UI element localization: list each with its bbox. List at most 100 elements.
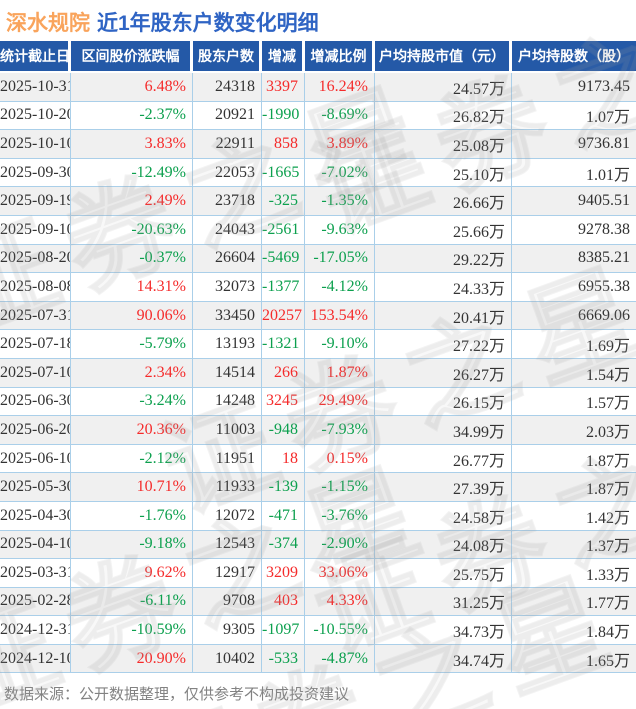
cell-delta-pct: -3.76% — [305, 501, 375, 531]
table-row: 2024-12-10 20.90% 10402 -533 -4.87% 34.74万 1.6… — [0, 644, 636, 674]
cell-avg-value: 26.82万 — [375, 101, 512, 131]
cell-delta: -533 — [262, 644, 305, 674]
cell-price-change: -12.49% — [71, 158, 193, 188]
cell-delta: -139 — [262, 473, 305, 502]
cell-date: 2025-09-30 — [0, 158, 71, 188]
cell-avg-shares: 2.03万 — [512, 416, 636, 445]
cell-avg-shares: 1.87万 — [512, 444, 636, 474]
header-row: 统计截止日 区间股价涨跌幅 股东户数 增减 增减比例 户均持股市值（元） 户均持股数（股） — [0, 41, 636, 73]
table-header: 统计截止日 区间股价涨跌幅 股东户数 增减 增减比例 户均持股市值（元） 户均持股数（股） — [0, 41, 636, 73]
cell-delta-pct: -7.93% — [305, 416, 375, 445]
column-header-7: 户均持股数（股） — [512, 41, 636, 73]
cell-avg-value: 24.57万 — [375, 73, 512, 102]
cell-avg-shares: 1.33万 — [512, 559, 636, 588]
cell-delta: 3397 — [262, 73, 305, 102]
cell-holders: 20921 — [193, 101, 262, 131]
cell-avg-shares: 1.54万 — [512, 358, 636, 388]
cell-price-change: 3.83% — [71, 130, 193, 159]
cell-holders: 26604 — [193, 244, 262, 274]
cell-avg-value: 26.66万 — [375, 187, 512, 216]
cell-delta: -2561 — [262, 215, 305, 245]
table-row: 2025-07-10 2.34% 14514 266 1.87% 26.27万 1.54万 — [0, 358, 636, 388]
cell-delta-pct: -9.63% — [305, 215, 375, 245]
table-row: 2025-09-10 -20.63% 24043 -2561 -9.63% 25.66万 9… — [0, 215, 636, 245]
table-row: 2025-08-20 -0.37% 26604 -5469 -17.05% 29.22万 8… — [0, 244, 636, 274]
cell-price-change: 9.62% — [71, 559, 193, 588]
cell-avg-value: 27.39万 — [375, 473, 512, 502]
page-title: 深水规院 近1年股东户数变化明细 — [6, 7, 319, 37]
cell-price-change: -6.11% — [71, 587, 193, 617]
cell-holders: 12917 — [193, 559, 262, 588]
cell-delta-pct: -4.87% — [305, 644, 375, 674]
cell-holders: 14514 — [193, 358, 262, 388]
cell-holders: 22911 — [193, 130, 262, 159]
cell-delta: -1990 — [262, 101, 305, 131]
cell-delta-pct: -2.90% — [305, 530, 375, 560]
cell-delta: -5469 — [262, 244, 305, 274]
cell-delta: -325 — [262, 187, 305, 216]
cell-delta: -471 — [262, 501, 305, 531]
cell-holders: 23718 — [193, 187, 262, 216]
cell-avg-value: 25.08万 — [375, 130, 512, 159]
cell-delta-pct: -7.02% — [305, 158, 375, 188]
cell-date: 2025-08-08 — [0, 273, 71, 302]
cell-delta-pct: -1.35% — [305, 187, 375, 216]
cell-avg-value: 31.25万 — [375, 587, 512, 617]
cell-avg-value: 26.77万 — [375, 444, 512, 474]
cell-avg-shares: 9278.38 — [512, 215, 636, 245]
cell-delta: 3245 — [262, 387, 305, 417]
cell-avg-shares: 6955.38 — [512, 273, 636, 302]
cell-avg-shares: 1.77万 — [512, 587, 636, 617]
cell-delta-pct: 0.15% — [305, 444, 375, 474]
cell-avg-shares: 1.84万 — [512, 616, 636, 645]
cell-avg-value: 25.66万 — [375, 215, 512, 245]
cell-price-change: 10.71% — [71, 473, 193, 502]
cell-date: 2025-10-10 — [0, 130, 71, 159]
cell-avg-shares: 6669.06 — [512, 301, 636, 331]
cell-avg-shares: 9405.51 — [512, 187, 636, 216]
cell-avg-value: 24.33万 — [375, 273, 512, 302]
cell-delta-pct: 16.24% — [305, 73, 375, 102]
cell-date: 2025-04-30 — [0, 501, 71, 531]
cell-date: 2025-10-20 — [0, 101, 71, 131]
cell-delta: 858 — [262, 130, 305, 159]
cell-date: 2025-02-28 — [0, 587, 71, 617]
cell-avg-shares: 8385.21 — [512, 244, 636, 274]
cell-avg-shares: 1.37万 — [512, 530, 636, 560]
table-row: 2025-09-30 -12.49% 22053 -1665 -7.02% 25.10万 1… — [0, 158, 636, 188]
table-row: 2025-09-19 2.49% 23718 -325 -1.35% 26.66万 9405… — [0, 187, 636, 216]
cell-delta-pct: 29.49% — [305, 387, 375, 417]
cell-holders: 14248 — [193, 387, 262, 417]
column-header-6: 户均持股市值（元） — [375, 41, 512, 73]
cell-price-change: -2.12% — [71, 444, 193, 474]
cell-delta-pct: 4.33% — [305, 587, 375, 617]
cell-price-change: -9.18% — [71, 530, 193, 560]
cell-avg-shares: 9736.81 — [512, 130, 636, 159]
cell-price-change: 6.48% — [71, 73, 193, 102]
cell-holders: 9305 — [193, 616, 262, 645]
cell-avg-value: 27.22万 — [375, 330, 512, 359]
cell-avg-shares: 1.65万 — [512, 644, 636, 674]
cell-holders: 11933 — [193, 473, 262, 502]
cell-delta: 266 — [262, 358, 305, 388]
table-row: 2025-10-20 -2.37% 20921 -1990 -8.69% 26.82万 1.… — [0, 101, 636, 131]
cell-date: 2025-07-10 — [0, 358, 71, 388]
cell-price-change: -20.63% — [71, 215, 193, 245]
cell-avg-value: 24.58万 — [375, 501, 512, 531]
cell-delta: -1377 — [262, 273, 305, 302]
cell-delta: 403 — [262, 587, 305, 617]
cell-holders: 24318 — [193, 73, 262, 102]
cell-delta: -374 — [262, 530, 305, 560]
cell-price-change: 14.31% — [71, 273, 193, 302]
cell-date: 2024-12-31 — [0, 616, 71, 645]
cell-price-change: -3.24% — [71, 387, 193, 417]
table-row: 2025-03-31 9.62% 12917 3209 33.06% 25.75万 1.33… — [0, 559, 636, 588]
cell-avg-shares: 1.87万 — [512, 473, 636, 502]
shareholder-table: 统计截止日 区间股价涨跌幅 股东户数 增减 增减比例 户均持股市值（元） 户均持股数（股） … — [0, 41, 636, 674]
cell-price-change: -10.59% — [71, 616, 193, 645]
table-row: 2024-12-31 -10.59% 9305 -1097 -10.55% 34.73万 1… — [0, 616, 636, 645]
cell-delta: -948 — [262, 416, 305, 445]
table-row: 2025-04-30 -1.76% 12072 -471 -3.76% 24.58万 1.4… — [0, 501, 636, 531]
data-source-note: 数据来源：公开数据整理，仅供参考不构成投资建议 — [4, 686, 350, 703]
cell-avg-value: 20.41万 — [375, 301, 512, 331]
